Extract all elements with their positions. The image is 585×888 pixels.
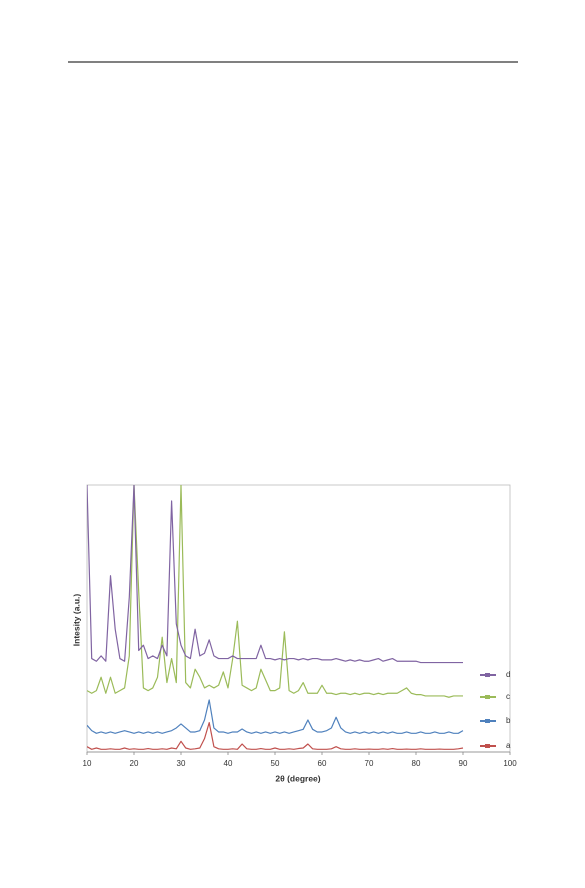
x-tick-label: 50 [271,759,280,768]
x-tick-label: 40 [224,759,233,768]
x-tick-label: 80 [412,759,421,768]
x-tick-label: 70 [365,759,374,768]
series-line [87,485,463,664]
legend-label: d [506,670,510,679]
x-tick-label: 10 [83,759,92,768]
x-tick-label: 30 [177,759,186,768]
legend-label: b [506,716,511,725]
series-line [87,699,464,734]
x-tick-label: 100 [503,759,517,768]
legend-marker [485,673,490,677]
plot-area [87,485,464,750]
x-tick-label: 90 [459,759,468,768]
x-tick-label: 20 [130,759,139,768]
legend-label: a [506,741,511,750]
legend-label: c [506,692,510,701]
series-line [87,722,464,750]
x-axis-title: 2θ (degree) [275,773,320,783]
x-tick-label: 60 [318,759,327,768]
y-axis-title: Intesity (a.u.) [71,594,81,647]
plot-frame [86,484,511,753]
legend-marker [485,719,490,723]
legend-marker [485,695,490,699]
series-line [87,485,463,698]
legend-marker [485,744,490,748]
